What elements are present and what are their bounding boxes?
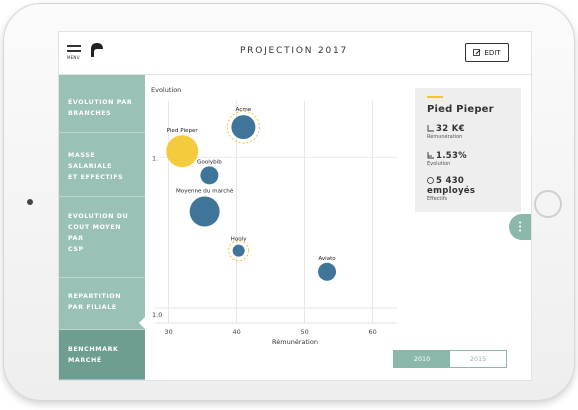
chart-svg: Evolution 30 40 50 60 1.0 1. Rémunération Pied P… (151, 86, 397, 346)
sidebar-item-4[interactable]: REPARTITION PAR FILIALE (59, 278, 145, 330)
sidebar-item-label: EVOLUTION DU (68, 213, 129, 220)
sidebar-item-label: BRANCHES (68, 110, 112, 117)
bubble-aviato (318, 262, 337, 281)
bubble-label: Moyenne du marché (176, 188, 234, 195)
edit-label: EDIT (484, 48, 501, 57)
salary-icon (427, 125, 434, 132)
effectifs-label: Effectifs (427, 196, 448, 202)
x-tick-label: 60 (368, 328, 376, 336)
hamburger-icon (67, 45, 81, 47)
side-panel-toggle[interactable]: • • • (509, 214, 531, 240)
metric-effectifs: 5 430 employés Effectifs (427, 176, 475, 203)
evolution-value: 1.53% (436, 151, 467, 161)
sidebar: ÉVOLUTION PAR BRANCHES MASSE SALARIALE ET EF… (59, 75, 145, 380)
front-camera (27, 199, 33, 205)
bubble-acme (231, 115, 256, 140)
sidebar-item-label: ET EFFECTIFS (68, 174, 124, 181)
top-bar: MENU PROJECTION 2017 EDIT (59, 32, 531, 75)
evolution-label: Evolution (427, 161, 451, 167)
year-option-2015[interactable]: 2015 (450, 351, 506, 367)
year-option-2010[interactable]: 2010 (394, 351, 450, 367)
sidebar-item-label: SALARIALE (68, 163, 113, 170)
page-title: PROJECTION 2017 (239, 46, 349, 56)
sidebar-item-1[interactable]: ÉVOLUTION PAR BRANCHES (59, 75, 145, 133)
bubble-chart: Evolution 30 40 50 60 1.0 1. Rémunération Pied P… (145, 75, 409, 380)
remuneration-label: Rémunération (427, 134, 463, 140)
app-logo-icon (91, 43, 103, 57)
sidebar-item-3[interactable]: EVOLUTION DU COUT MOYEN PAR CSP (59, 197, 145, 278)
sidebar-item-label: PAR (68, 235, 84, 242)
bubble-label: Hooly (231, 237, 248, 243)
evolution-icon (427, 152, 434, 159)
effectifs-unit: employés (427, 186, 476, 196)
x-tick-label: 30 (164, 328, 172, 336)
card-title: Pied Pieper (427, 104, 494, 115)
sidebar-item-2[interactable]: MASSE SALARIALE ET EFFECTIFS (59, 133, 145, 197)
menu-label: MENU (67, 55, 80, 60)
sidebar-item-label: PAR FILIALE (68, 304, 117, 311)
year-toggle: 2010 2015 (393, 350, 507, 368)
bubble-pied-pieper (166, 135, 199, 168)
y-tick-label: 1. (152, 154, 158, 162)
bubble-hooly (232, 244, 245, 257)
detail-card: Pied Pieper 32 K€ Rémunération 1.53% Evo… (415, 88, 521, 212)
bubble-label: Pied Pieper (167, 128, 199, 134)
edit-button[interactable]: EDIT (465, 43, 509, 62)
sidebar-item-label: REPARTITION (68, 293, 122, 300)
edit-icon (473, 48, 481, 56)
sidebar-item-label: CSP (68, 246, 84, 253)
sidebar-item-label: MARCHÉ (68, 357, 102, 364)
sidebar-item-label: MASSE (68, 152, 96, 159)
bubble-label: Aviato (318, 256, 336, 262)
bubble-goolybib (200, 166, 219, 185)
metric-remuneration: 32 K€ Rémunération (427, 124, 465, 141)
sidebar-item-label: COUT MOYEN (68, 224, 122, 231)
active-item-pointer (139, 317, 145, 329)
tablet-frame: MENU PROJECTION 2017 EDIT ÉVOLUTION PAR B… (3, 3, 575, 401)
more-vertical-icon: • • • (518, 219, 523, 235)
x-tick-label: 50 (300, 328, 308, 336)
remuneration-value: 32 K€ (436, 124, 465, 134)
x-tick-label: 40 (232, 328, 240, 336)
sidebar-item-label: ÉVOLUTION PAR (68, 99, 133, 106)
card-accent-bar (427, 96, 443, 98)
menu-button[interactable]: MENU (67, 45, 83, 65)
bubble-label: Goolybib (197, 159, 222, 165)
sidebar-item-label: BENCHMARK (68, 346, 119, 353)
metric-evolution: 1.53% Evolution (427, 151, 467, 168)
sidebar-item-5[interactable]: BENCHMARK MARCHÉ (59, 330, 145, 380)
y-axis-label: Evolution (151, 86, 181, 94)
bubble-moyenne-du-march- (189, 196, 220, 227)
x-axis-label: Rémunération (272, 338, 318, 346)
people-icon (427, 177, 434, 184)
y-tick-label: 1.0 (152, 311, 162, 319)
app-screen: MENU PROJECTION 2017 EDIT ÉVOLUTION PAR B… (58, 31, 532, 381)
home-button[interactable] (534, 190, 562, 218)
bubble-highlight-ring (228, 240, 250, 262)
bubble-label: Acme (236, 107, 252, 113)
effectifs-value: 5 430 (436, 176, 465, 186)
hamburger-icon-line (67, 50, 81, 52)
bubble-highlight-ring (226, 110, 260, 144)
